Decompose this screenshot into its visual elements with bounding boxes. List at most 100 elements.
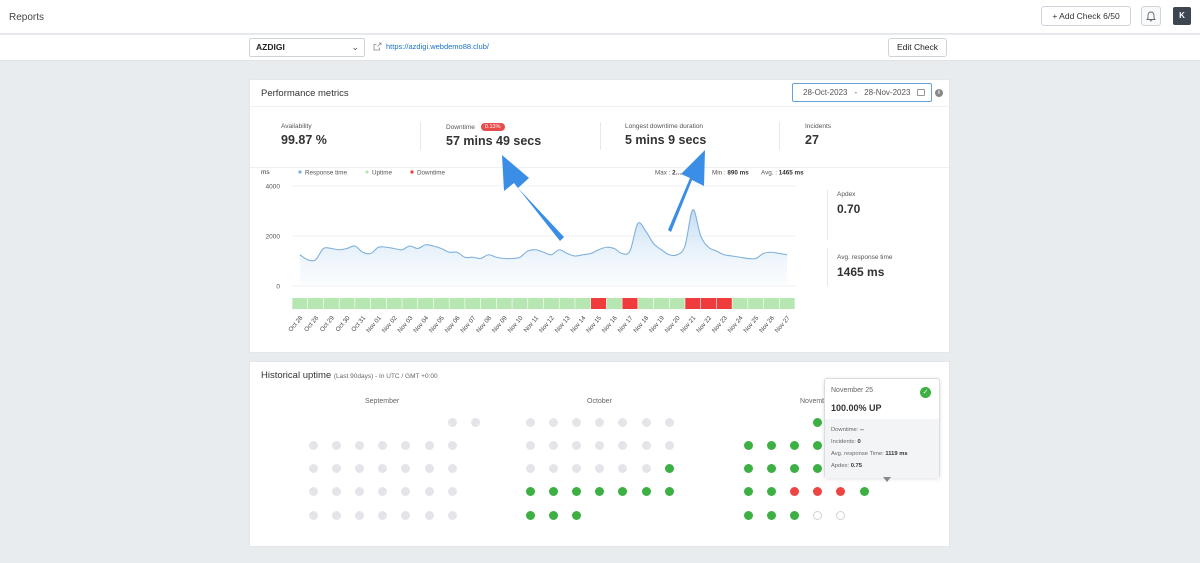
day-dot-up[interactable] — [789, 463, 799, 473]
day-dot-nodata[interactable] — [447, 486, 457, 496]
day-dot-nodata[interactable] — [424, 463, 434, 473]
day-dot-nodata[interactable] — [401, 486, 411, 496]
status-bar-down — [622, 298, 638, 309]
day-dot-nodata[interactable] — [354, 463, 364, 473]
day-dot-up[interactable] — [548, 486, 558, 496]
day-dot-empty[interactable] — [836, 510, 846, 520]
day-dot-nodata[interactable] — [308, 440, 318, 450]
edit-check-button[interactable]: Edit Check — [888, 38, 947, 57]
day-dot-up[interactable] — [664, 486, 674, 496]
day-dot-nodata[interactable] — [378, 510, 388, 520]
day-dot-nodata[interactable] — [424, 440, 434, 450]
day-dot-nodata[interactable] — [525, 417, 535, 427]
day-dot-nodata[interactable] — [447, 417, 457, 427]
day-dot-nodata[interactable] — [618, 463, 628, 473]
day-dot-nodata[interactable] — [571, 463, 581, 473]
day-dot-nodata[interactable] — [378, 440, 388, 450]
day-dot-nodata[interactable] — [447, 510, 457, 520]
day-dot-up[interactable] — [766, 510, 776, 520]
tooltip-avg-row: Avg. response Time: 1119 ms — [831, 448, 933, 460]
check-url-link[interactable]: https://azdigi.webdemo88.club/ — [373, 42, 489, 51]
day-dot-up[interactable] — [813, 440, 823, 450]
day-dot-nodata[interactable] — [548, 417, 558, 427]
day-dot-up[interactable] — [789, 440, 799, 450]
day-dot-nodata[interactable] — [378, 463, 388, 473]
tooltip-details: Downtime: -- Incidents: 0 Avg. response … — [825, 419, 939, 478]
day-dot-up[interactable] — [743, 440, 753, 450]
day-dot-nodata[interactable] — [525, 463, 535, 473]
day-dot-up[interactable] — [743, 463, 753, 473]
day-dot-up[interactable] — [766, 463, 776, 473]
day-dot-nodata[interactable] — [354, 486, 364, 496]
day-dot-up[interactable] — [548, 510, 558, 520]
day-dot-nodata[interactable] — [641, 417, 651, 427]
day-dot-up[interactable] — [525, 510, 535, 520]
day-dot-up[interactable] — [595, 486, 605, 496]
day-dot-nodata[interactable] — [548, 463, 558, 473]
month-label: September — [365, 398, 400, 405]
day-dot-up[interactable] — [571, 486, 581, 496]
info-icon[interactable]: i — [935, 89, 943, 97]
x-tick-label: Nov 14 — [569, 314, 587, 334]
day-dot-nodata[interactable] — [571, 440, 581, 450]
day-dot-up[interactable] — [813, 463, 823, 473]
notification-bell-button[interactable] — [1141, 6, 1161, 26]
day-dot-nodata[interactable] — [664, 440, 674, 450]
day-dot-nodata[interactable] — [331, 510, 341, 520]
day-dot-empty[interactable] — [813, 510, 823, 520]
day-dot-nodata[interactable] — [447, 463, 457, 473]
day-dot-up[interactable] — [813, 417, 823, 427]
status-bar-up — [402, 298, 418, 309]
day-dot-nodata[interactable] — [641, 440, 651, 450]
day-dot-down[interactable] — [813, 486, 823, 496]
x-tick-label: Oct 29 — [319, 314, 336, 333]
day-dot-nodata[interactable] — [308, 486, 318, 496]
day-dot-nodata[interactable] — [401, 463, 411, 473]
date-range-picker[interactable]: 28-Oct-2023 - 28-Nov-2023 — [792, 83, 932, 102]
day-dot-nodata[interactable] — [308, 463, 318, 473]
day-dot-up[interactable] — [789, 510, 799, 520]
check-select[interactable]: AZDIGI ⌄ — [249, 38, 365, 57]
day-dot-down[interactable] — [836, 486, 846, 496]
day-dot-up[interactable] — [766, 486, 776, 496]
day-dot-nodata[interactable] — [401, 440, 411, 450]
day-dot-nodata[interactable] — [331, 486, 341, 496]
day-dot-nodata[interactable] — [641, 463, 651, 473]
day-dot-nodata[interactable] — [595, 463, 605, 473]
day-dot-up[interactable] — [641, 486, 651, 496]
day-dot-nodata[interactable] — [595, 440, 605, 450]
legend-label: Downtime — [417, 169, 445, 176]
day-dot-nodata[interactable] — [308, 510, 318, 520]
day-dot-up[interactable] — [664, 463, 674, 473]
x-tick-label: Nov 10 — [506, 314, 524, 334]
day-dot-nodata[interactable] — [470, 417, 480, 427]
day-dot-down[interactable] — [789, 486, 799, 496]
day-dot-up[interactable] — [525, 486, 535, 496]
day-dot-nodata[interactable] — [571, 417, 581, 427]
day-dot-nodata[interactable] — [401, 510, 411, 520]
day-dot-up[interactable] — [571, 510, 581, 520]
user-avatar[interactable]: K — [1173, 7, 1191, 25]
day-dot-nodata[interactable] — [595, 417, 605, 427]
day-dot-nodata[interactable] — [447, 440, 457, 450]
day-dot-nodata[interactable] — [331, 440, 341, 450]
day-dot-up[interactable] — [743, 486, 753, 496]
day-dot-nodata[interactable] — [525, 440, 535, 450]
status-bar-up — [292, 298, 308, 309]
day-dot-nodata[interactable] — [664, 417, 674, 427]
check-toolbar: AZDIGI ⌄ https://azdigi.webdemo88.club/ … — [0, 35, 1200, 61]
day-dot-nodata[interactable] — [424, 486, 434, 496]
day-dot-nodata[interactable] — [378, 486, 388, 496]
day-dot-up[interactable] — [743, 510, 753, 520]
day-dot-nodata[interactable] — [548, 440, 558, 450]
day-dot-up[interactable] — [859, 486, 869, 496]
day-dot-nodata[interactable] — [618, 440, 628, 450]
day-dot-nodata[interactable] — [331, 463, 341, 473]
day-dot-up[interactable] — [766, 440, 776, 450]
day-dot-nodata[interactable] — [354, 440, 364, 450]
day-dot-nodata[interactable] — [354, 510, 364, 520]
day-dot-nodata[interactable] — [618, 417, 628, 427]
day-dot-up[interactable] — [618, 486, 628, 496]
add-check-button[interactable]: + Add Check 6/50 — [1041, 6, 1131, 26]
day-dot-nodata[interactable] — [424, 510, 434, 520]
